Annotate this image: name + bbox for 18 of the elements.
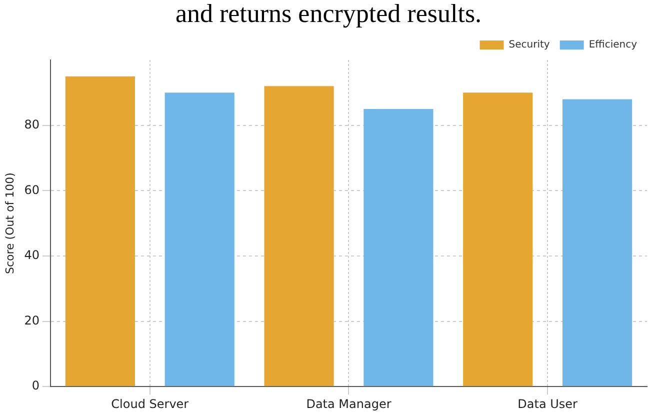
legend-label: Security: [508, 40, 550, 51]
x-tick-label: Data User: [518, 396, 578, 411]
x-tick-label: Cloud Server: [111, 396, 189, 411]
y-tick-label: 40: [24, 248, 40, 262]
y-axis-title: Score (Out of 100): [3, 172, 16, 274]
bar: [364, 108, 434, 386]
text: and returns encrypted results.: [175, 0, 482, 28]
legend-label: Efficiency: [588, 40, 638, 51]
y-tick-label: 0: [32, 378, 40, 393]
bar: [65, 76, 135, 386]
bar: [164, 92, 234, 386]
x-tick-label: Data Manager: [306, 396, 392, 411]
bar: [463, 92, 533, 386]
bar: [562, 99, 632, 386]
y-tick-label: 80: [24, 117, 40, 132]
y-tick-label: 20: [24, 313, 40, 328]
bar: [264, 86, 334, 386]
y-tick-label: 60: [24, 182, 40, 197]
